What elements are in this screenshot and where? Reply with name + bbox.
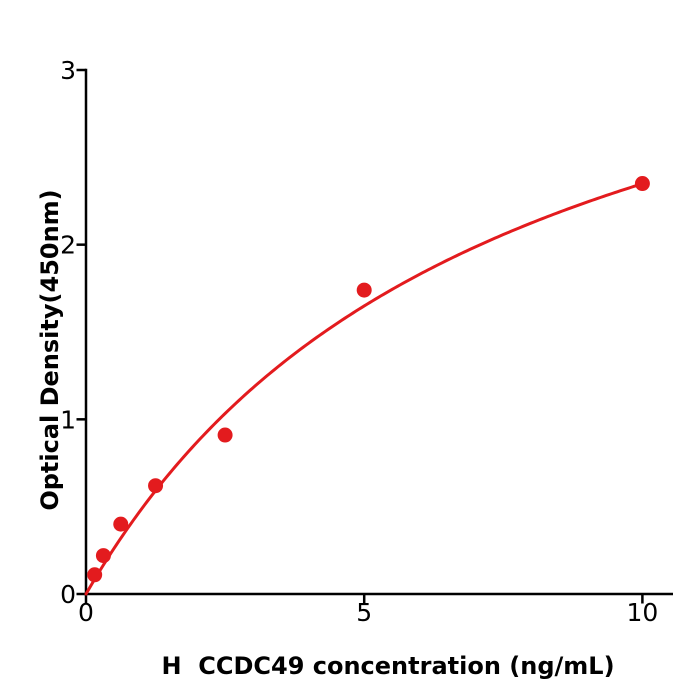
y-axis-title: Optical Density(450nm): [36, 189, 64, 511]
y-tick-label: 3: [60, 56, 76, 85]
data-point: [95, 548, 111, 564]
data-point: [87, 567, 103, 583]
data-point: [634, 176, 650, 192]
data-point: [356, 282, 372, 298]
y-tick-label: 0: [60, 580, 76, 609]
y-tick-label: 2: [60, 231, 76, 260]
fit-curve: [84, 182, 644, 596]
data-point: [148, 478, 164, 494]
x-axis-title: H CCDC49 concentration (ng/mL): [161, 652, 615, 680]
data-point: [217, 427, 233, 443]
x-tick-label: 10: [626, 598, 658, 627]
x-tick-label: 5: [356, 598, 372, 627]
y-tick-label: 1: [60, 405, 76, 434]
data-point: [113, 516, 129, 532]
x-tick-label: 0: [78, 598, 94, 627]
